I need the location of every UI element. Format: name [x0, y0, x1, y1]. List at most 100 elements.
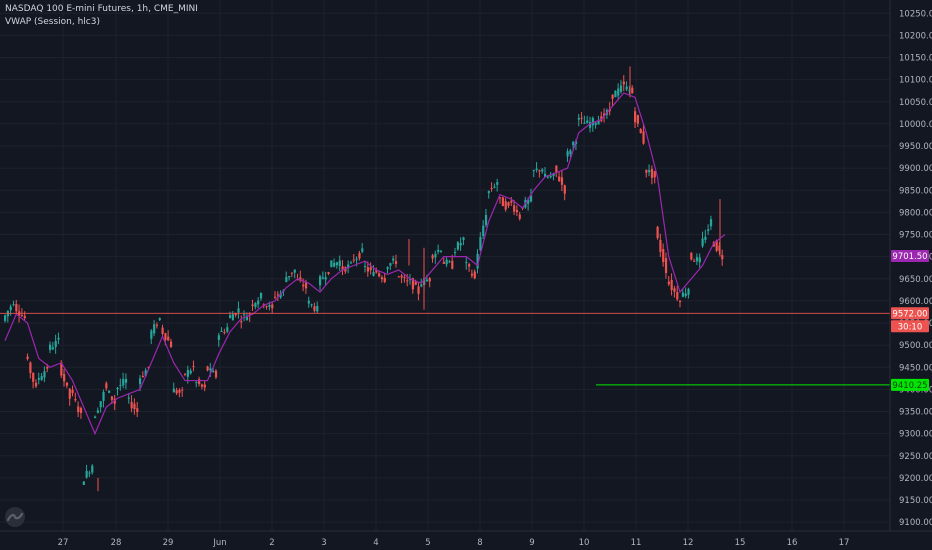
candle-body — [473, 271, 476, 279]
candle-body — [425, 279, 429, 282]
symbol-title[interactable]: NASDAQ 100 E-mini Futures, 1h, CME_MINI — [5, 4, 198, 14]
vwap-polyline — [4, 92, 726, 436]
candle-body — [37, 378, 40, 380]
candle-body — [105, 383, 108, 389]
candle-body — [698, 257, 701, 263]
candle-body — [552, 173, 555, 176]
candle-body — [164, 333, 167, 341]
candle-body — [397, 276, 400, 278]
candle-body — [400, 275, 403, 278]
price-tags: 9701.50 9572.00 30:10 9410.25 — [891, 249, 929, 391]
candle-body — [49, 344, 52, 351]
candle-body — [99, 401, 102, 408]
candle-body — [186, 369, 190, 377]
candle-body — [507, 202, 510, 206]
candle-body — [94, 416, 97, 419]
candle-body — [243, 314, 246, 316]
candle-body — [428, 278, 431, 282]
indicator-title[interactable]: VWAP (Session, hlc3) — [5, 17, 100, 27]
candle-body — [310, 304, 313, 306]
candle-body — [23, 315, 26, 319]
candle-body — [136, 408, 139, 412]
candle-body — [226, 327, 229, 332]
candle-body — [212, 371, 215, 373]
candle-body — [178, 389, 181, 393]
candle-body — [130, 402, 133, 409]
candle-body — [29, 362, 32, 374]
candle-body — [487, 191, 490, 194]
candle-body — [417, 286, 420, 294]
candle-body — [110, 396, 114, 400]
y-tick-label: 9100.00 — [899, 518, 932, 528]
candle-body — [544, 173, 547, 177]
candle-body — [690, 252, 693, 260]
candle-body — [302, 284, 305, 287]
candle-body — [583, 122, 586, 124]
candle-body — [338, 260, 341, 266]
candle-body — [681, 292, 685, 297]
candle-body — [597, 120, 600, 125]
candle-body — [667, 281, 670, 285]
candle-body — [34, 382, 38, 387]
x-tick-label: 5 — [425, 538, 430, 548]
candle-body — [195, 382, 198, 384]
candle-body — [214, 370, 218, 378]
candle-body — [496, 182, 499, 185]
candle-body — [108, 390, 111, 393]
candle-body — [538, 170, 541, 172]
candle-body — [394, 261, 398, 264]
candle-body — [389, 263, 392, 266]
candle-body — [386, 267, 389, 269]
candle-body — [251, 304, 254, 306]
candle-body — [459, 242, 462, 246]
x-tick-label: 4 — [373, 538, 378, 548]
x-tick-label: 29 — [163, 538, 174, 548]
candle-body — [648, 170, 651, 173]
candle-body — [445, 259, 448, 265]
x-tick-label: Jun — [212, 538, 226, 548]
candle-body — [569, 150, 572, 155]
candle-body — [499, 197, 502, 199]
candle-body — [631, 87, 634, 94]
x-tick-label: 27 — [58, 538, 69, 548]
candle-body — [119, 384, 122, 386]
candle-body — [378, 273, 381, 277]
x-tick-label: 9 — [529, 538, 534, 548]
candle-body — [245, 316, 249, 321]
candle-body — [676, 292, 679, 300]
candle-body — [580, 117, 583, 119]
candle-body — [153, 324, 156, 334]
target-price-tag: 9410.25 — [892, 381, 927, 391]
y-tick-label: 9750.00 — [899, 231, 932, 241]
candle-body — [673, 288, 676, 292]
candle-body — [642, 131, 645, 144]
tradingview-logo-icon[interactable] — [5, 507, 25, 527]
candle-body — [276, 294, 280, 296]
vwap-price-tag-bg — [891, 249, 929, 262]
candle-body — [577, 118, 580, 120]
candle-body — [4, 315, 7, 321]
candle-body — [662, 248, 665, 263]
candle-body — [380, 277, 384, 280]
y-tick-label: 10000.00 — [899, 120, 932, 130]
y-tick-label: 9800.00 — [899, 208, 932, 218]
candle-body — [288, 276, 291, 278]
candle-body — [352, 259, 355, 261]
time-axis[interactable]: 27 28 29 Jun 2 3 4 5 8 9 10 11 12 15 16 17 — [58, 538, 850, 548]
candle-body — [206, 366, 209, 371]
candle-body — [229, 315, 232, 318]
candle-body — [684, 293, 687, 297]
candle-body — [124, 378, 128, 383]
candle-body — [687, 288, 690, 295]
candle-body — [203, 384, 206, 388]
y-tick-label: 9200.00 — [899, 474, 932, 484]
candle-body — [91, 465, 94, 473]
candle-body — [139, 378, 142, 385]
candle-body — [693, 260, 696, 262]
candle-body — [482, 225, 485, 237]
candle-body — [704, 236, 707, 240]
candle-body — [659, 239, 662, 252]
candle-body — [147, 366, 150, 368]
